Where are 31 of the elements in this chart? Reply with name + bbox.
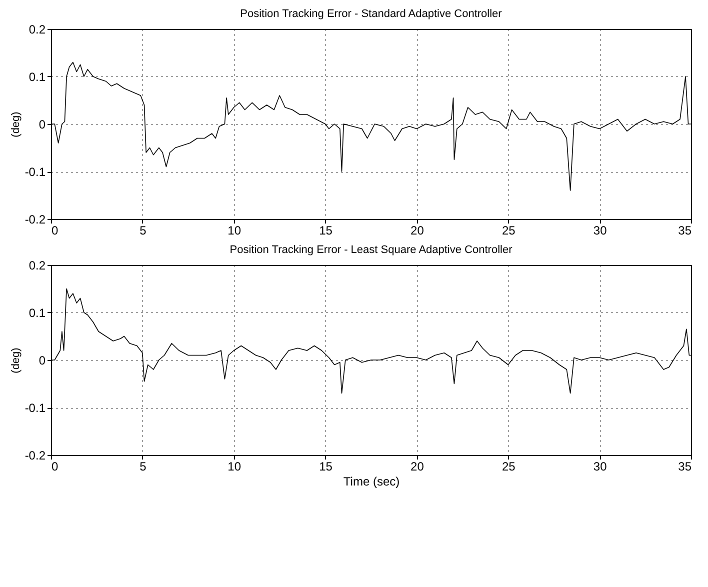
y-tick-label: -0.1 — [24, 401, 46, 415]
x-tick-label: 35 — [678, 460, 692, 474]
y-tick-label: 0.2 — [28, 258, 46, 272]
x-tick-label: 30 — [593, 460, 608, 474]
x-tick-label: 0 — [52, 224, 58, 238]
y-tick-label: 0 — [38, 354, 46, 368]
x-tick-label: 25 — [502, 460, 516, 474]
y-tick-label: -0.2 — [24, 448, 46, 462]
x-tick-label: 30 — [593, 224, 608, 238]
x-tick-label: 20 — [410, 460, 424, 474]
chart-title: Position Tracking Error - Standard Adaptive Controller — [240, 8, 502, 20]
x-tick-label: 35 — [678, 224, 692, 238]
x-axis-title: Time (sec) — [343, 474, 400, 488]
y-axis-title: (deg) — [10, 112, 22, 138]
y-tick-label: 0 — [38, 118, 46, 132]
y-tick-label: 0.1 — [28, 70, 46, 84]
x-tick-label: 0 — [52, 460, 58, 474]
x-tick-label: 5 — [140, 460, 147, 474]
y-tick-label: -0.2 — [24, 212, 46, 226]
x-tick-label: 15 — [319, 224, 333, 238]
y-tick-label: 0.2 — [28, 22, 46, 36]
y-tick-label: 0.1 — [28, 306, 46, 320]
x-tick-label: 5 — [140, 224, 147, 238]
y-axis-title: (deg) — [10, 348, 22, 374]
x-tick-label: 10 — [228, 460, 242, 474]
x-tick-label: 20 — [410, 224, 424, 238]
y-tick-label: -0.1 — [24, 165, 46, 179]
x-tick-label: 15 — [319, 460, 333, 474]
chart-title: Position Tracking Error - Least Square Adaptive Controller — [230, 244, 513, 256]
x-tick-label: 10 — [228, 224, 242, 238]
x-tick-label: 25 — [502, 224, 516, 238]
